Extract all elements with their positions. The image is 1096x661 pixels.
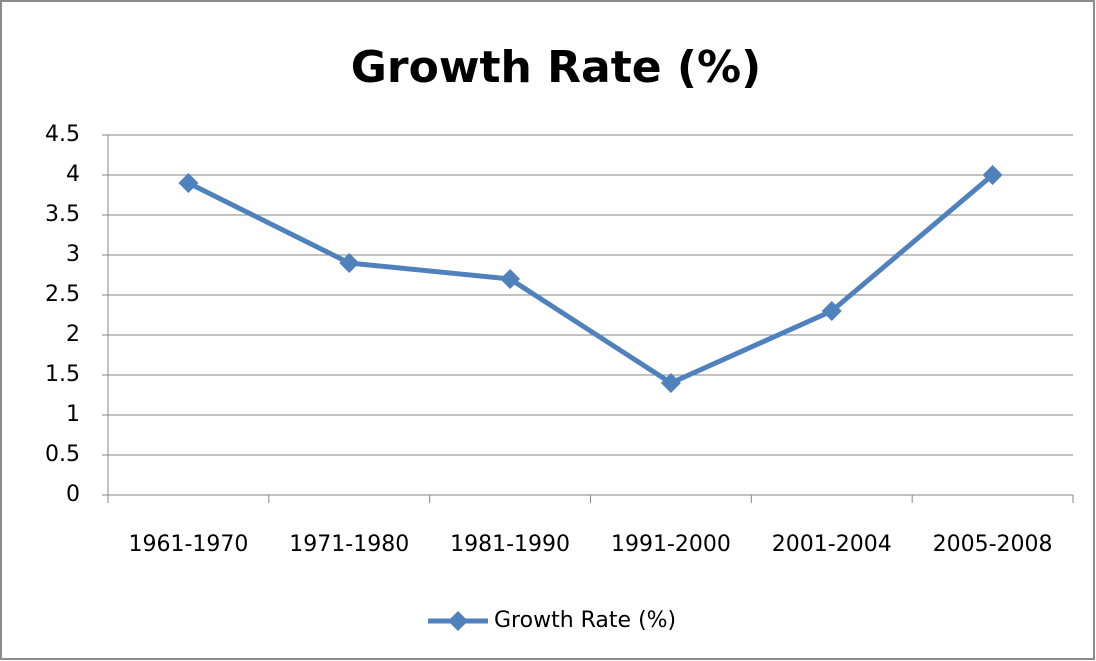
y-tick-label: 0.5 [45,442,80,467]
marker [821,301,842,321]
legend-label: Growth Rate (%) [494,608,676,633]
x-tick-label: 2005-2008 [933,532,1053,557]
y-tick-label: 3 [66,242,80,267]
y-tick-label: 1 [66,402,80,427]
x-tick-label: 1961-1970 [128,532,248,557]
series-line [187,173,995,386]
y-tick-label: 2 [66,322,80,347]
marker [500,269,521,289]
x-tick-label: 2001-2004 [772,532,892,557]
marker [660,373,681,393]
chart-title: Growth Rate (%) [351,42,761,93]
marker [339,253,360,273]
y-tick-label: 2.5 [45,282,80,307]
marker [982,165,1003,185]
x-tick-label: 1991-2000 [611,532,731,557]
marker [178,173,199,193]
y-tick-label: 4.5 [45,122,80,147]
y-tick-label: 0 [66,482,80,507]
y-tick-label: 4 [66,162,80,187]
x-tick-label: 1971-1980 [289,532,409,557]
y-tick-label: 3.5 [45,202,80,227]
y-tick-label: 1.5 [45,362,80,387]
legend-marker [448,611,468,631]
x-tick-label: 1981-1990 [450,532,570,557]
